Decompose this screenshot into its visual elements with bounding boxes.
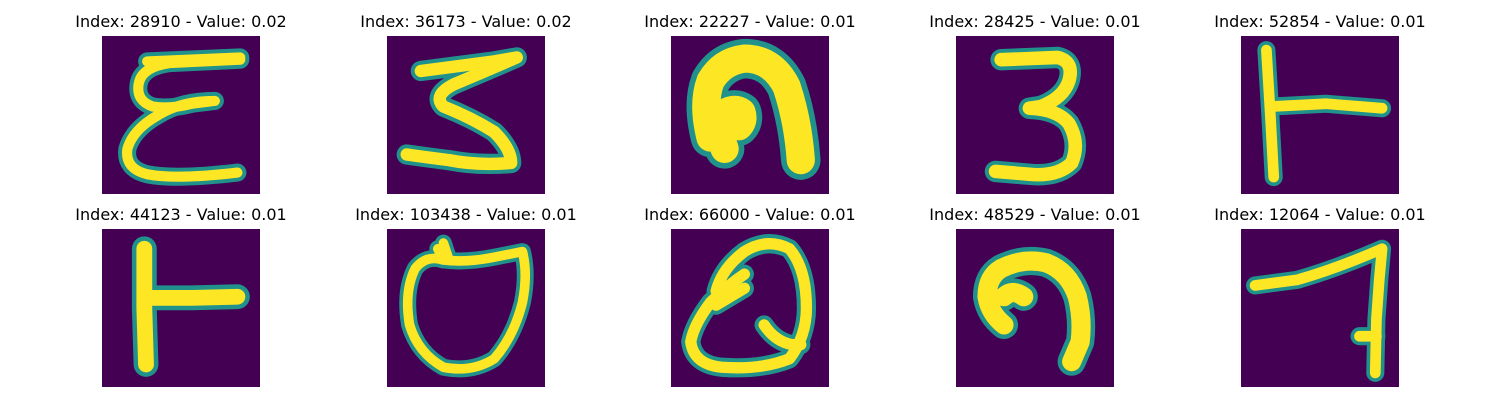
panel-title: Index: 52854 - Value: 0.01 bbox=[1214, 12, 1426, 31]
panel-title: Index: 66000 - Value: 0.01 bbox=[644, 205, 856, 224]
digit-image-t-sideways bbox=[1241, 36, 1399, 194]
panel-title: Index: 36173 - Value: 0.02 bbox=[360, 12, 572, 31]
digit-image-shield-loop bbox=[387, 229, 545, 387]
panel-title: Index: 103438 - Value: 0.01 bbox=[355, 205, 577, 224]
digit-image-hook bbox=[956, 229, 1114, 387]
panel-title: Index: 22227 - Value: 0.01 bbox=[644, 12, 856, 31]
digit-image-t-sideways-bold bbox=[102, 229, 260, 387]
panel-title: Index: 48529 - Value: 0.01 bbox=[929, 205, 1141, 224]
digit-image-three bbox=[956, 36, 1114, 194]
digit-image-bold-hook bbox=[671, 36, 829, 194]
panel-title: Index: 28910 - Value: 0.02 bbox=[75, 12, 287, 31]
digit-image-q-loop bbox=[671, 229, 829, 387]
panel-title: Index: 28425 - Value: 0.01 bbox=[929, 12, 1141, 31]
panel-title: Index: 12064 - Value: 0.01 bbox=[1214, 205, 1426, 224]
digit-image-seven bbox=[1241, 229, 1399, 387]
digit-image-three-flat bbox=[387, 36, 545, 194]
panel-title: Index: 44123 - Value: 0.01 bbox=[75, 205, 287, 224]
digit-image-epsilon bbox=[102, 36, 260, 194]
